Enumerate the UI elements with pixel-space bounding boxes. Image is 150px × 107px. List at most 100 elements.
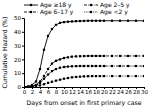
point [27,86,29,87]
point [99,55,101,57]
point [91,20,93,22]
legend-marker [30,11,32,13]
point [127,75,129,77]
plot: 02468101214161820222426283001020304050 [14,15,148,95]
point [83,20,85,22]
tick-mark [22,46,24,47]
point [111,55,113,57]
tick-label: 30 [141,89,148,95]
point [143,75,144,77]
point [111,75,113,77]
point [24,86,25,87]
tick: 30 [141,87,148,95]
tick: 50 [14,15,24,21]
tick-label: 16 [85,89,92,95]
tick-mark [22,87,24,88]
point [103,55,105,57]
point [79,76,81,78]
tick-label: 10 [61,89,68,95]
point [43,75,45,77]
tick: 26 [125,87,132,95]
point [71,56,73,58]
tick-label: 24 [117,89,124,95]
y-axis-title: Cumulative Hazard (%) [1,17,8,89]
tick: 10 [61,87,68,95]
point [95,75,97,77]
point [67,56,69,58]
tick: 6 [47,87,51,95]
chart: 02468101214161820222426283001020304050Da… [0,0,150,107]
point [87,75,89,77]
point [24,86,25,87]
tick-label: 14 [77,89,84,95]
point [55,80,57,82]
point [63,66,65,68]
tick-label: 28 [133,89,140,95]
tick: 4 [39,87,43,95]
point [143,20,144,22]
legend-label: Age 6–17 y [40,8,74,16]
point [51,62,53,64]
point [43,49,45,51]
point [103,75,105,77]
legend-marker [90,11,92,13]
tick: 20 [101,87,108,95]
point [127,20,129,22]
tick-label: 0 [18,84,22,90]
point [83,55,85,57]
legend-swatch [24,12,38,13]
point [99,65,101,67]
tick: 14 [77,87,84,95]
tick-label: 40 [14,29,21,35]
tick-mark [22,59,24,60]
point [67,65,69,67]
tick-label: 0 [23,89,27,95]
point [24,86,25,87]
point [111,20,113,22]
tick-label: 26 [125,89,132,95]
tick-mark [22,18,24,19]
point [83,75,85,77]
tick: 10 [14,70,24,76]
point [95,20,97,22]
point [47,68,49,70]
point [55,24,57,26]
tick: 24 [117,87,124,95]
point [43,83,45,85]
legend-item: Age 6–17 y [24,8,74,16]
tick-label: 6 [47,89,51,95]
point [59,58,61,60]
point [135,65,137,67]
legend-marker [30,4,32,6]
series-line [24,76,144,87]
point [71,76,73,78]
point [91,75,93,77]
tick-label: 10 [14,70,21,76]
tick: 30 [14,43,24,49]
point [27,85,29,87]
tick: 28 [133,87,140,95]
tick-label: 50 [14,15,21,21]
series-line [24,56,144,87]
tick-label: 18 [93,89,100,95]
point [31,85,33,87]
legend: Age ≥18 yAge 6–17 yAge 2–5 yAge <2 y [24,1,130,16]
point [99,20,101,22]
point [119,75,121,77]
legend-label: Age <2 y [100,8,128,16]
point [35,80,37,82]
tick-label: 20 [101,89,108,95]
tick-label: 2 [31,89,35,95]
tick: 22 [109,87,116,95]
point [27,86,29,87]
point [87,20,89,22]
tick: 2 [31,87,35,95]
point [67,21,69,23]
point [135,20,137,22]
tick-label: 20 [14,57,21,63]
legend-item: Age <2 y [84,8,128,16]
point [27,86,29,87]
tick-label: 30 [14,43,21,49]
point [95,65,97,67]
point [135,75,137,77]
